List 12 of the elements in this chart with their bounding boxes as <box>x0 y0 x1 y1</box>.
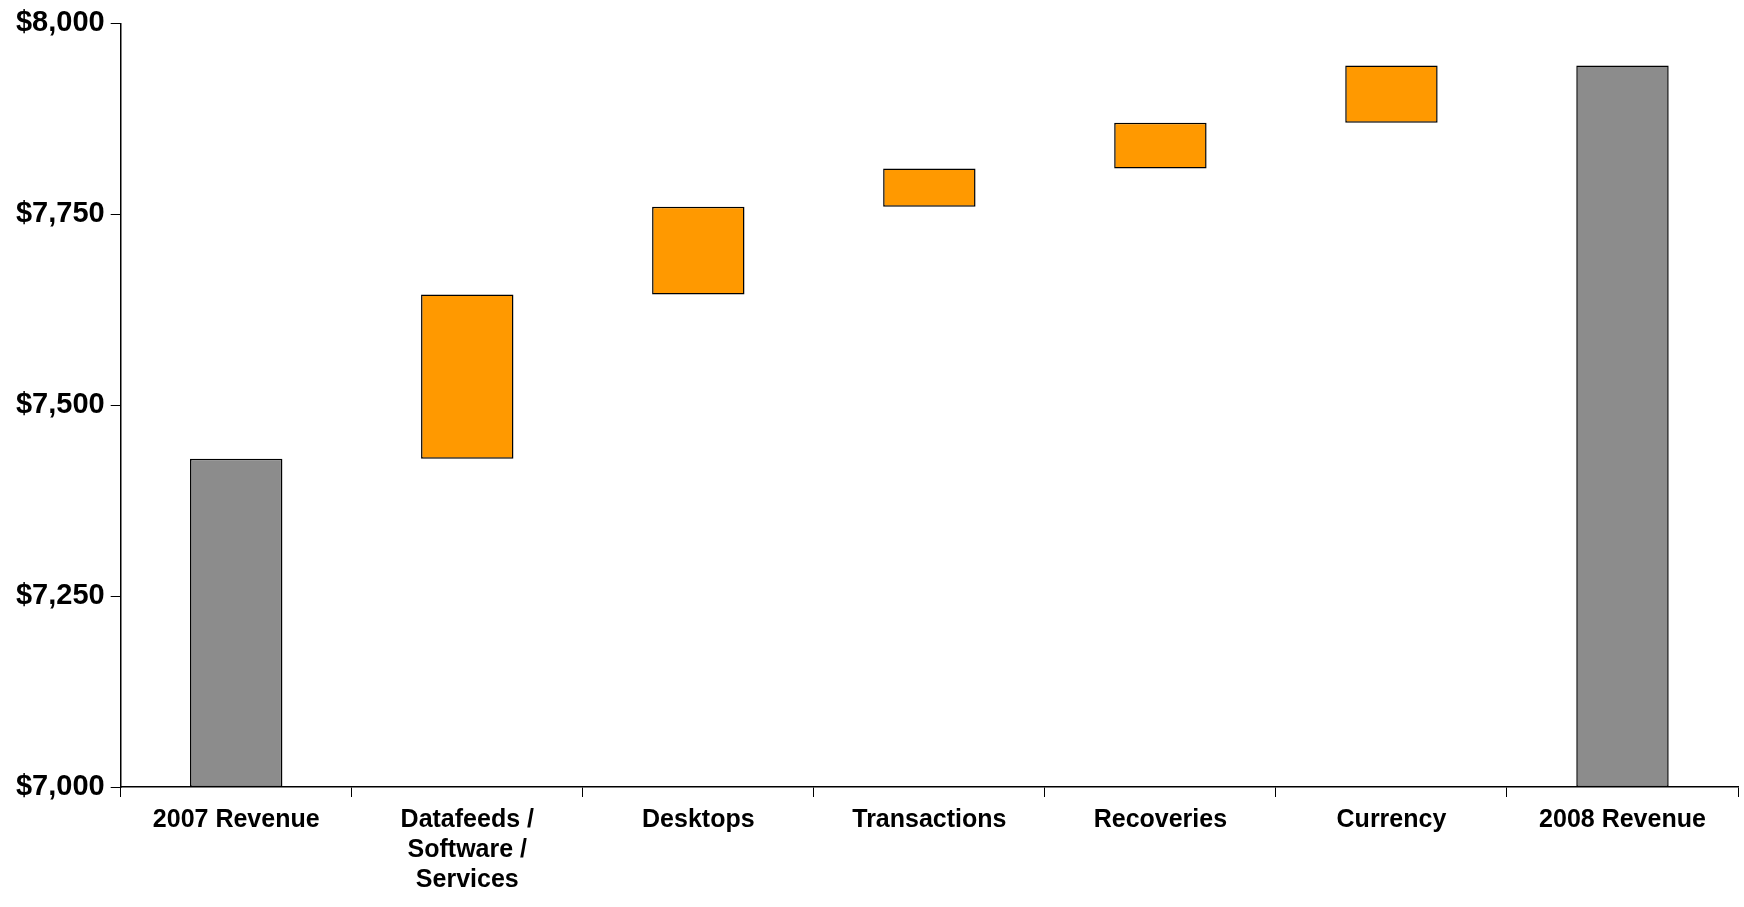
y-tick-label: $8,000 <box>16 5 105 38</box>
y-tick-label: $7,500 <box>16 387 105 420</box>
x-tick-label: Desktops <box>642 803 755 832</box>
y-tick-label: $7,250 <box>16 578 105 611</box>
x-tick-label: 2008 Revenue <box>1539 803 1706 832</box>
y-tick-label: $7,000 <box>16 769 105 801</box>
x-tick-label: Currency <box>1336 803 1447 832</box>
x-tick-label: Recoveries <box>1093 803 1228 832</box>
x-tick-label: Transactions <box>852 803 1007 832</box>
y-tick-label: $7,750 <box>16 196 105 229</box>
x-tick-label: 2007 Revenue <box>152 803 320 832</box>
x-tick-label: Datafeeds / Software / Services <box>400 803 535 892</box>
